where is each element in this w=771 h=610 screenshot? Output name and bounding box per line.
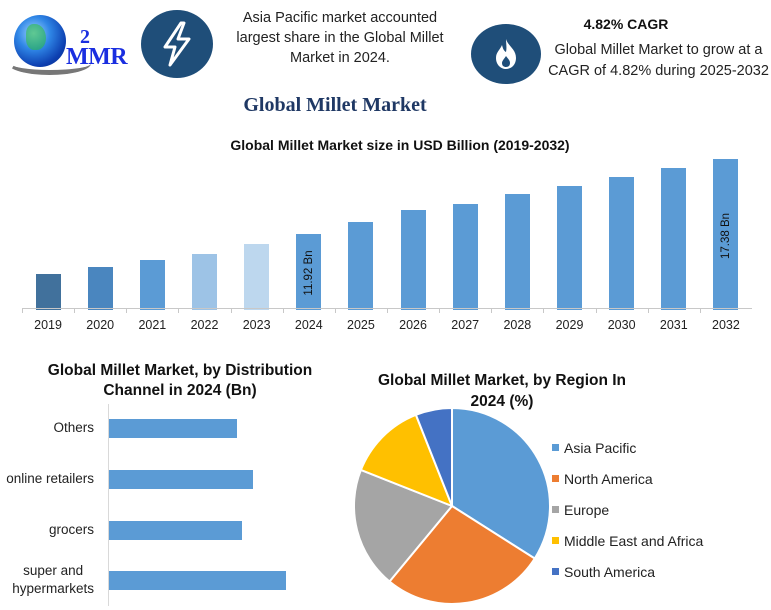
x-tick-label: 2019 — [34, 318, 62, 332]
x-tick-label: 2028 — [503, 318, 532, 332]
legend-item: North America — [552, 463, 703, 494]
bar-2020 — [87, 267, 113, 310]
hbar-super-and-hypermarkets — [109, 571, 286, 590]
bar-2025 — [348, 221, 374, 310]
legend-item: South America — [552, 556, 703, 587]
legend-item: Europe — [552, 494, 703, 525]
bar-2032 — [713, 159, 739, 310]
data-label-2032: 17.38 Bn — [719, 212, 732, 259]
x-tick — [491, 308, 493, 313]
y-axis-line — [108, 404, 109, 606]
bar-2028 — [504, 194, 530, 310]
legend-swatch — [552, 537, 559, 544]
legend-swatch — [552, 444, 559, 451]
pie-legend: Asia Pacific North America Europe Middle Ea… — [552, 432, 703, 587]
logo-mark: 2 — [80, 26, 90, 48]
bar-2030 — [609, 176, 635, 310]
x-tick-label: 2020 — [86, 318, 115, 332]
x-tick — [230, 308, 232, 313]
bar-2022 — [192, 253, 217, 310]
bar-chart-title: Global Millet Market size in USD Billion… — [230, 137, 570, 153]
x-tick-label: 2021 — [138, 318, 167, 332]
globe-land-shape — [26, 24, 46, 50]
x-tick — [647, 308, 649, 313]
logo-text: MMR — [66, 44, 128, 70]
category-label: grocers — [48, 522, 94, 537]
legend-label: Asia Pacific — [564, 439, 637, 456]
x-tick — [282, 308, 284, 313]
category-label: super and hypermarkets — [12, 563, 94, 596]
legend-swatch — [552, 475, 559, 482]
mmr-logo: 2 MMR — [8, 10, 138, 80]
category-label: Others — [53, 420, 94, 435]
logo-swoosh — [8, 52, 91, 75]
x-tick — [595, 308, 597, 313]
x-tick-label: 2030 — [607, 318, 636, 332]
x-tick — [22, 308, 23, 313]
cagr-text: Global Millet Market to grow at a CAGR o… — [548, 42, 769, 79]
legend-label: Europe — [564, 501, 610, 518]
x-tick — [334, 308, 336, 313]
legend-swatch — [552, 506, 559, 513]
x-tick-label: 2032 — [712, 318, 740, 332]
x-tick — [543, 308, 545, 313]
x-tick-label: 2024 — [294, 318, 323, 332]
cagr-title: 4.82% CAGR — [583, 16, 669, 32]
pie-slice-europe — [353, 468, 454, 583]
legend-item: Asia Pacific — [552, 432, 703, 463]
distribution-chart-title: Global Millet Market, by Distribution Ch… — [47, 362, 313, 399]
legend-label: North America — [564, 470, 653, 487]
bar-2031 — [661, 168, 687, 310]
x-tick — [387, 308, 388, 313]
x-tick-label: 2031 — [659, 318, 688, 332]
category-label: online retailers — [6, 471, 94, 486]
pie-slice-north-america — [388, 504, 537, 605]
x-tick — [439, 308, 441, 313]
bar-2029 — [557, 186, 582, 310]
page-title: Global Millet Market — [243, 94, 427, 116]
bar-2019 — [35, 274, 61, 310]
hbar-grocers — [109, 521, 242, 540]
x-tick-label: 2023 — [242, 318, 271, 332]
pie-slice-middle-east-and-africa — [359, 413, 454, 508]
legend-swatch — [552, 568, 559, 575]
lightning-icon — [141, 10, 213, 78]
x-tick-label: 2027 — [451, 318, 480, 332]
region-pie-chart — [353, 406, 551, 605]
flame-icon — [471, 24, 541, 84]
x-tick — [74, 308, 76, 313]
hbar-online-retailers — [109, 470, 253, 489]
x-tick — [699, 308, 701, 313]
x-tick-label: 2022 — [190, 318, 219, 332]
x-tick-label: 2026 — [399, 318, 427, 332]
legend-label: South America — [564, 563, 656, 580]
x-tick-label: 2029 — [555, 318, 584, 332]
highlight-text: Asia Pacific market accounted largest sh… — [236, 10, 444, 66]
legend-item: Middle East and Africa — [552, 525, 703, 556]
x-tick — [178, 308, 180, 313]
bar-2021 — [139, 260, 165, 310]
legend-label: Middle East and Africa — [564, 532, 704, 549]
market-size-bar-chart: 11.92 Bn 17.38 Bn — [22, 150, 752, 310]
bar-2024 — [296, 234, 322, 310]
pie-chart-title: Global Millet Market, by Region In 2024 … — [377, 372, 627, 410]
x-tick-label: 2025 — [347, 318, 375, 332]
data-label-2024: 11.92 Bn — [302, 250, 315, 296]
bar-2027 — [452, 204, 478, 310]
x-tick — [126, 308, 128, 313]
bar-2026 — [400, 209, 426, 310]
pie-slice-south-america — [414, 406, 453, 507]
bar-2023 — [244, 243, 270, 310]
hbar-Others — [109, 419, 238, 438]
